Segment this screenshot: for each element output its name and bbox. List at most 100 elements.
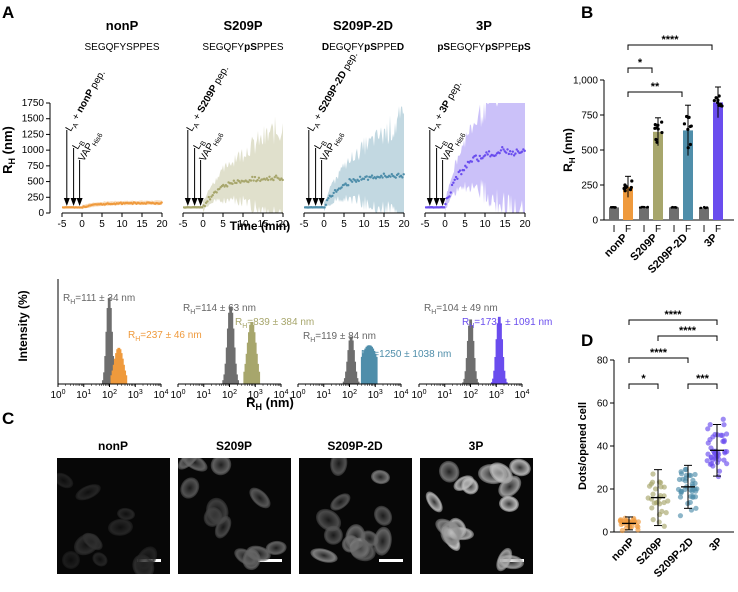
histogram-bar-initial — [235, 374, 238, 384]
tick-exp: 2 — [233, 389, 237, 396]
kinetics-point — [281, 178, 284, 182]
kinetics-point — [366, 178, 370, 181]
kinetics-point — [502, 148, 505, 151]
label-plus: + — [69, 109, 84, 124]
rh-main: R — [303, 331, 310, 342]
kinetics-point — [520, 150, 524, 153]
b-significance-bracket — [627, 67, 653, 73]
kinetics-point — [351, 180, 354, 183]
histogram-x-tick-label: 101 — [437, 389, 452, 401]
kinetics-point — [208, 198, 212, 201]
kinetics-point — [272, 178, 275, 182]
kinetics-point — [382, 172, 386, 175]
kinetics-ylabel-main: R — [0, 164, 15, 174]
b-point — [682, 122, 687, 126]
b-bar-final — [683, 130, 693, 220]
sequence-fragment: D — [397, 42, 404, 53]
kinetics-point — [206, 200, 209, 203]
b-sub-label-f: F — [655, 224, 661, 235]
b-point — [714, 96, 718, 100]
rh-main: R — [424, 303, 431, 314]
d-point — [650, 491, 656, 497]
injection-arrowhead — [76, 198, 83, 206]
construct-sequence: SEGQFYpSPPES — [202, 42, 283, 53]
kinetics-point — [251, 175, 254, 179]
d-point — [678, 471, 685, 477]
d-point — [649, 505, 655, 511]
kinetics-point — [448, 195, 451, 198]
d-point — [683, 466, 689, 472]
d-point — [712, 431, 718, 438]
rh-main: R — [63, 293, 70, 304]
construct-title: 3P — [476, 18, 492, 33]
kinetics-x-tick-label: 5 — [99, 219, 105, 230]
kinetics-y-tick-label: 1250 — [22, 129, 45, 140]
b-significance-label: **** — [661, 34, 679, 46]
construct-sequence: SEGQFYSPPES — [84, 42, 159, 53]
histogram-x-tick-label: 103 — [489, 389, 504, 401]
label-la-sub: A — [193, 122, 202, 130]
kinetics-y-tick-label: 1750 — [22, 98, 45, 109]
tick-exp: 2 — [474, 389, 478, 396]
kinetics-y-tick-label: 1000 — [22, 145, 45, 156]
rh-sub: H — [368, 355, 373, 362]
micrograph-s209p-2d — [299, 458, 412, 574]
rh-value: =237 ± 46 nm — [140, 330, 201, 341]
d-point — [635, 519, 642, 525]
histogram-x-tick-label: 102 — [102, 389, 117, 401]
kinetics-point — [231, 182, 234, 185]
label-lb-sub: B — [321, 140, 330, 148]
histogram-bar-final — [502, 370, 506, 384]
micrograph-3p — [420, 458, 533, 574]
micrograph-title: nonP — [98, 439, 128, 453]
micrograph-title: S209P — [216, 439, 252, 453]
tick-base: 10 — [489, 390, 501, 401]
panel-letter-d: D — [581, 331, 593, 350]
b-sub-label-f: F — [625, 224, 631, 235]
tick-exp: 1 — [327, 389, 331, 396]
kinetics-x-tick-label: -5 — [300, 219, 309, 230]
label-lb-main: L — [71, 141, 84, 152]
d-category-label: nonP — [609, 536, 637, 564]
cell — [497, 494, 520, 514]
d-category-label: 3P — [707, 536, 725, 554]
histogram-x-tick-label: 100 — [411, 389, 426, 401]
d-point — [677, 494, 684, 500]
d-point — [619, 527, 625, 534]
d-point — [680, 476, 686, 482]
label-lb-sub: B — [442, 140, 451, 148]
b-point — [656, 123, 660, 127]
micrograph-title: 3P — [469, 439, 484, 453]
scale-bar — [258, 559, 282, 562]
injection-arrowhead — [318, 198, 325, 206]
sequence-fragment: P — [384, 42, 391, 53]
b-point — [611, 206, 614, 209]
label-lb-sub: B — [200, 140, 209, 148]
histogram-x-tick-label: 101 — [76, 389, 91, 401]
d-point — [652, 486, 659, 492]
kinetics-point — [347, 184, 350, 187]
d-point — [661, 523, 667, 529]
d-point — [705, 440, 711, 446]
kinetics-point — [458, 169, 462, 172]
d-point — [693, 505, 699, 511]
d-ylabel: Dots/opened cell — [577, 402, 589, 490]
kinetics-point — [510, 152, 513, 156]
histogram-bar-final — [374, 356, 378, 384]
b-sub-label-i: I — [643, 224, 646, 235]
kinetics-y-tick-label: 500 — [27, 177, 44, 188]
histogram-bar-initial — [355, 378, 359, 384]
label-lb: LB — [192, 137, 209, 153]
label-peptide-suffix: pep. — [211, 64, 232, 89]
d-point — [704, 458, 710, 464]
b-point — [689, 124, 693, 128]
d-point — [705, 426, 711, 432]
histogram-bar-final — [503, 378, 507, 384]
construct-title: nonP — [106, 18, 139, 33]
label-lb: LB — [434, 137, 451, 153]
b-significance-label: * — [638, 57, 643, 69]
